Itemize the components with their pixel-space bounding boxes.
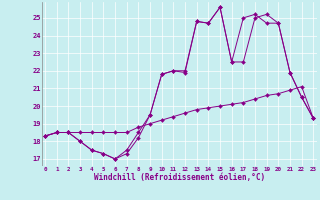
X-axis label: Windchill (Refroidissement éolien,°C): Windchill (Refroidissement éolien,°C) <box>94 173 265 182</box>
